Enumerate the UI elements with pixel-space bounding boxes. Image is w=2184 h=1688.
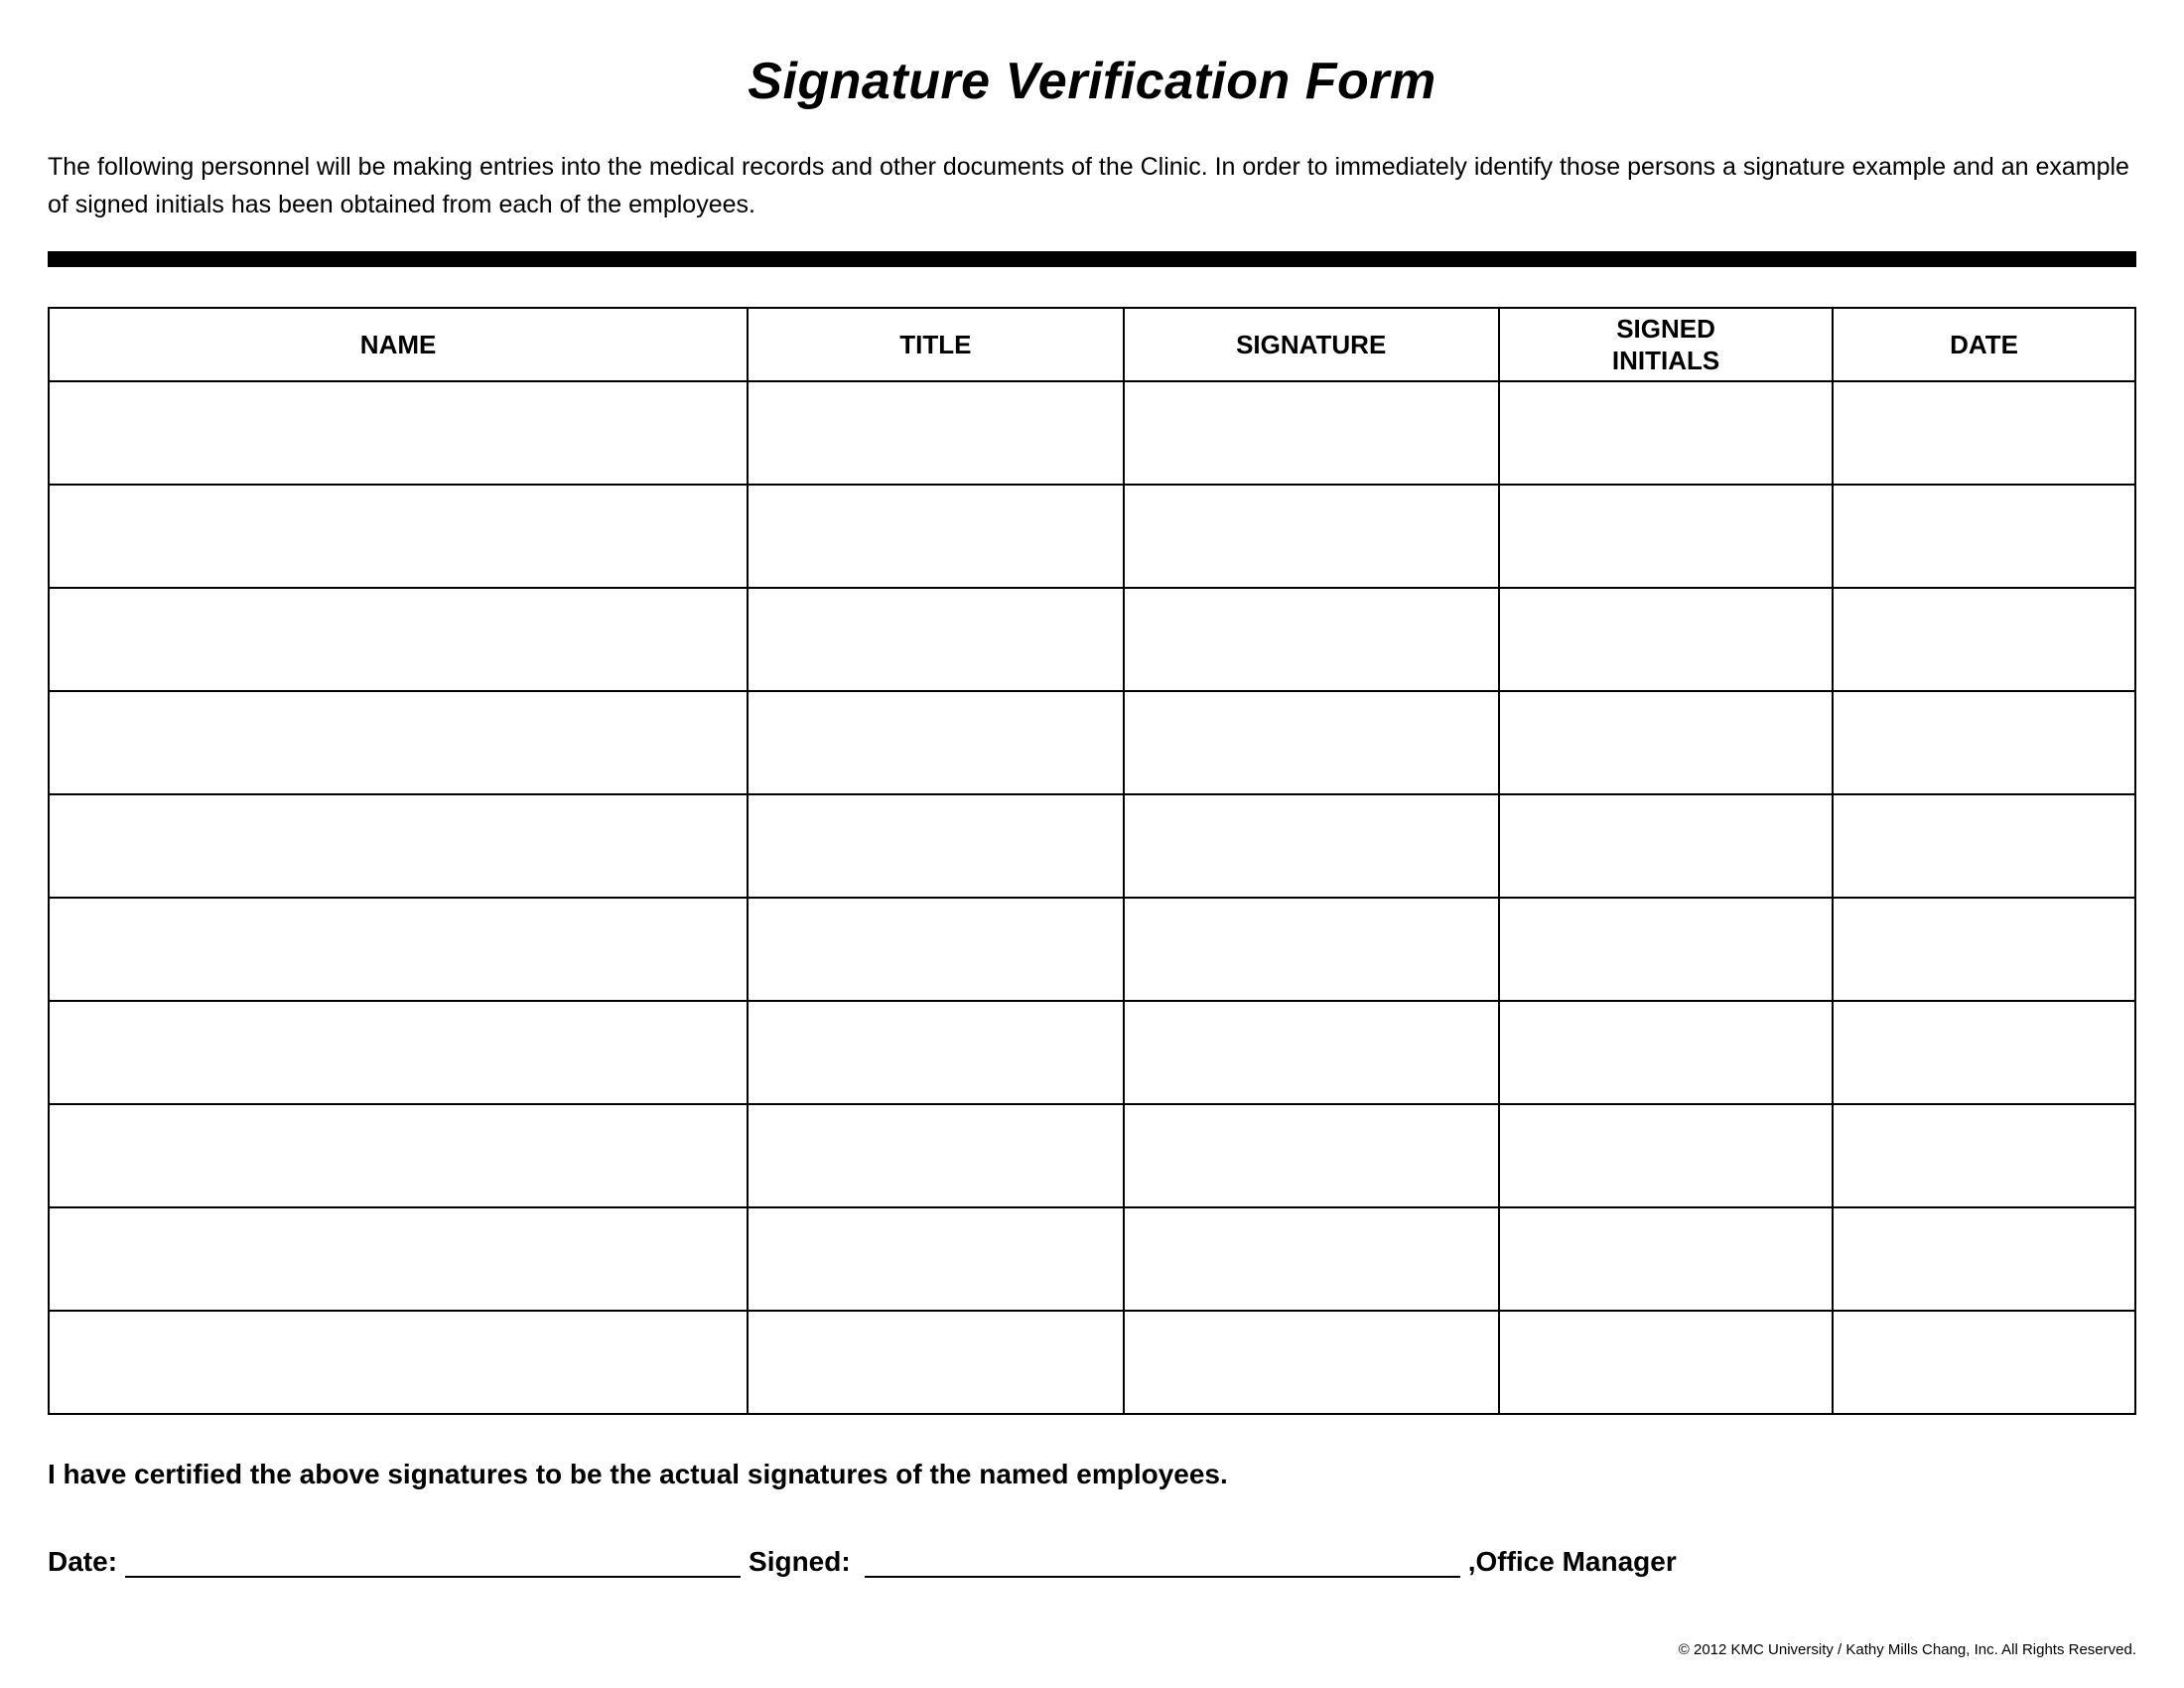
role-suffix: ,Office Manager bbox=[1468, 1546, 1677, 1578]
cell-title[interactable] bbox=[748, 1311, 1123, 1414]
table-header-row: NAME TITLE SIGNATURE SIGNEDINITIALS DATE bbox=[49, 308, 2135, 381]
cell-date[interactable] bbox=[1833, 1104, 2135, 1207]
cell-initials[interactable] bbox=[1499, 1311, 1833, 1414]
horizontal-rule bbox=[48, 251, 2136, 267]
cell-initials[interactable] bbox=[1499, 1207, 1833, 1311]
table-row bbox=[49, 794, 2135, 898]
cell-signature[interactable] bbox=[1124, 691, 1499, 794]
intro-paragraph: The following personnel will be making e… bbox=[48, 149, 2136, 223]
cell-signature[interactable] bbox=[1124, 381, 1499, 485]
cell-title[interactable] bbox=[748, 691, 1123, 794]
cell-title[interactable] bbox=[748, 381, 1123, 485]
table-row bbox=[49, 1311, 2135, 1414]
cell-title[interactable] bbox=[748, 1207, 1123, 1311]
cell-initials[interactable] bbox=[1499, 588, 1833, 691]
cell-initials[interactable] bbox=[1499, 1001, 1833, 1104]
cell-date[interactable] bbox=[1833, 381, 2135, 485]
cell-date[interactable] bbox=[1833, 588, 2135, 691]
table-row bbox=[49, 898, 2135, 1001]
signed-label: Signed: bbox=[749, 1546, 851, 1578]
cell-initials[interactable] bbox=[1499, 1104, 1833, 1207]
cell-date[interactable] bbox=[1833, 1311, 2135, 1414]
cell-name[interactable] bbox=[49, 485, 748, 588]
cell-name[interactable] bbox=[49, 898, 748, 1001]
cell-name[interactable] bbox=[49, 691, 748, 794]
col-header-date: DATE bbox=[1833, 308, 2135, 381]
cell-initials[interactable] bbox=[1499, 898, 1833, 1001]
verification-table: NAME TITLE SIGNATURE SIGNEDINITIALS DATE bbox=[48, 307, 2136, 1415]
cell-signature[interactable] bbox=[1124, 1104, 1499, 1207]
cell-date[interactable] bbox=[1833, 1207, 2135, 1311]
cell-date[interactable] bbox=[1833, 485, 2135, 588]
cell-name[interactable] bbox=[49, 1311, 748, 1414]
cell-title[interactable] bbox=[748, 485, 1123, 588]
cell-name[interactable] bbox=[49, 1104, 748, 1207]
cell-name[interactable] bbox=[49, 1001, 748, 1104]
cell-name[interactable] bbox=[49, 1207, 748, 1311]
date-label: Date: bbox=[48, 1546, 117, 1578]
table-body bbox=[49, 381, 2135, 1414]
certify-statement: I have certified the above signatures to… bbox=[48, 1459, 2136, 1490]
cell-signature[interactable] bbox=[1124, 485, 1499, 588]
cell-name[interactable] bbox=[49, 794, 748, 898]
page-title: Signature Verification Form bbox=[48, 52, 2136, 111]
cell-signature[interactable] bbox=[1124, 794, 1499, 898]
cell-name[interactable] bbox=[49, 381, 748, 485]
cell-title[interactable] bbox=[748, 898, 1123, 1001]
table-row bbox=[49, 691, 2135, 794]
cell-signature[interactable] bbox=[1124, 588, 1499, 691]
cell-signature[interactable] bbox=[1124, 1207, 1499, 1311]
cell-initials[interactable] bbox=[1499, 381, 1833, 485]
cell-initials[interactable] bbox=[1499, 794, 1833, 898]
cell-title[interactable] bbox=[748, 1104, 1123, 1207]
cell-date[interactable] bbox=[1833, 1001, 2135, 1104]
col-header-title: TITLE bbox=[748, 308, 1123, 381]
table-row bbox=[49, 485, 2135, 588]
signed-blank-line[interactable] bbox=[865, 1550, 1460, 1578]
cell-signature[interactable] bbox=[1124, 898, 1499, 1001]
cell-initials[interactable] bbox=[1499, 485, 1833, 588]
cell-date[interactable] bbox=[1833, 794, 2135, 898]
cell-name[interactable] bbox=[49, 588, 748, 691]
table-row bbox=[49, 1104, 2135, 1207]
cell-signature[interactable] bbox=[1124, 1001, 1499, 1104]
signoff-row: Date: Signed: ,Office Manager bbox=[48, 1546, 2136, 1578]
col-header-signature: SIGNATURE bbox=[1124, 308, 1499, 381]
table-row bbox=[49, 1207, 2135, 1311]
cell-signature[interactable] bbox=[1124, 1311, 1499, 1414]
date-blank-line[interactable] bbox=[125, 1550, 741, 1578]
cell-initials[interactable] bbox=[1499, 691, 1833, 794]
table-row bbox=[49, 381, 2135, 485]
cell-title[interactable] bbox=[748, 588, 1123, 691]
table-row bbox=[49, 588, 2135, 691]
cell-title[interactable] bbox=[748, 794, 1123, 898]
col-header-signed-initials: SIGNEDINITIALS bbox=[1499, 308, 1833, 381]
col-header-name: NAME bbox=[49, 308, 748, 381]
table-row bbox=[49, 1001, 2135, 1104]
cell-title[interactable] bbox=[748, 1001, 1123, 1104]
cell-date[interactable] bbox=[1833, 691, 2135, 794]
cell-date[interactable] bbox=[1833, 898, 2135, 1001]
copyright-notice: © 2012 KMC University / Kathy Mills Chan… bbox=[1679, 1641, 2136, 1658]
